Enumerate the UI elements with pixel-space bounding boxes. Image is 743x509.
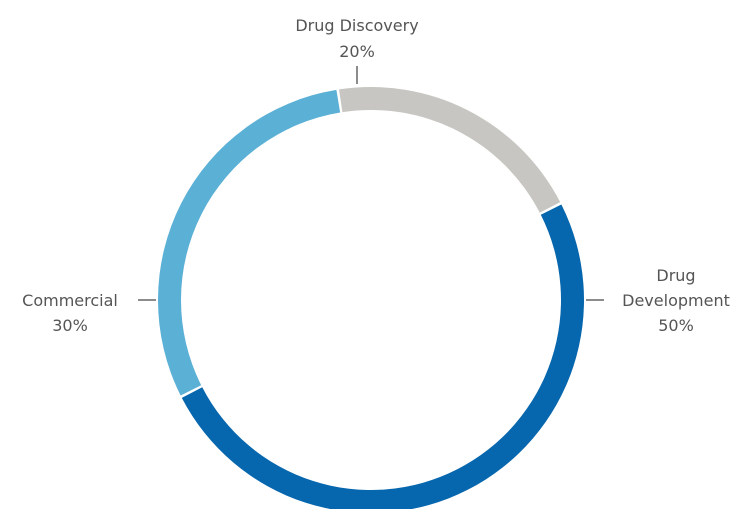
slice-drug-discovery xyxy=(338,87,561,213)
label-commercial-value: 30% xyxy=(52,316,88,335)
label-drug-discovery-value: 20% xyxy=(339,42,375,61)
label-drug-development-value: 50% xyxy=(658,316,694,335)
label-drug-discovery: Drug Discovery 20% xyxy=(295,16,419,84)
label-drug-discovery-name: Drug Discovery xyxy=(295,16,418,35)
label-commercial-name: Commercial xyxy=(22,291,118,310)
label-drug-development-name-line1: Drug xyxy=(656,266,695,285)
label-drug-development-name-line2: Development xyxy=(622,291,730,310)
label-commercial: Commercial 30% xyxy=(22,291,156,335)
slice-drug-development xyxy=(181,204,584,509)
slice-commercial xyxy=(158,89,341,396)
donut-slices xyxy=(158,87,584,509)
label-drug-development: Drug Development 50% xyxy=(586,266,730,335)
